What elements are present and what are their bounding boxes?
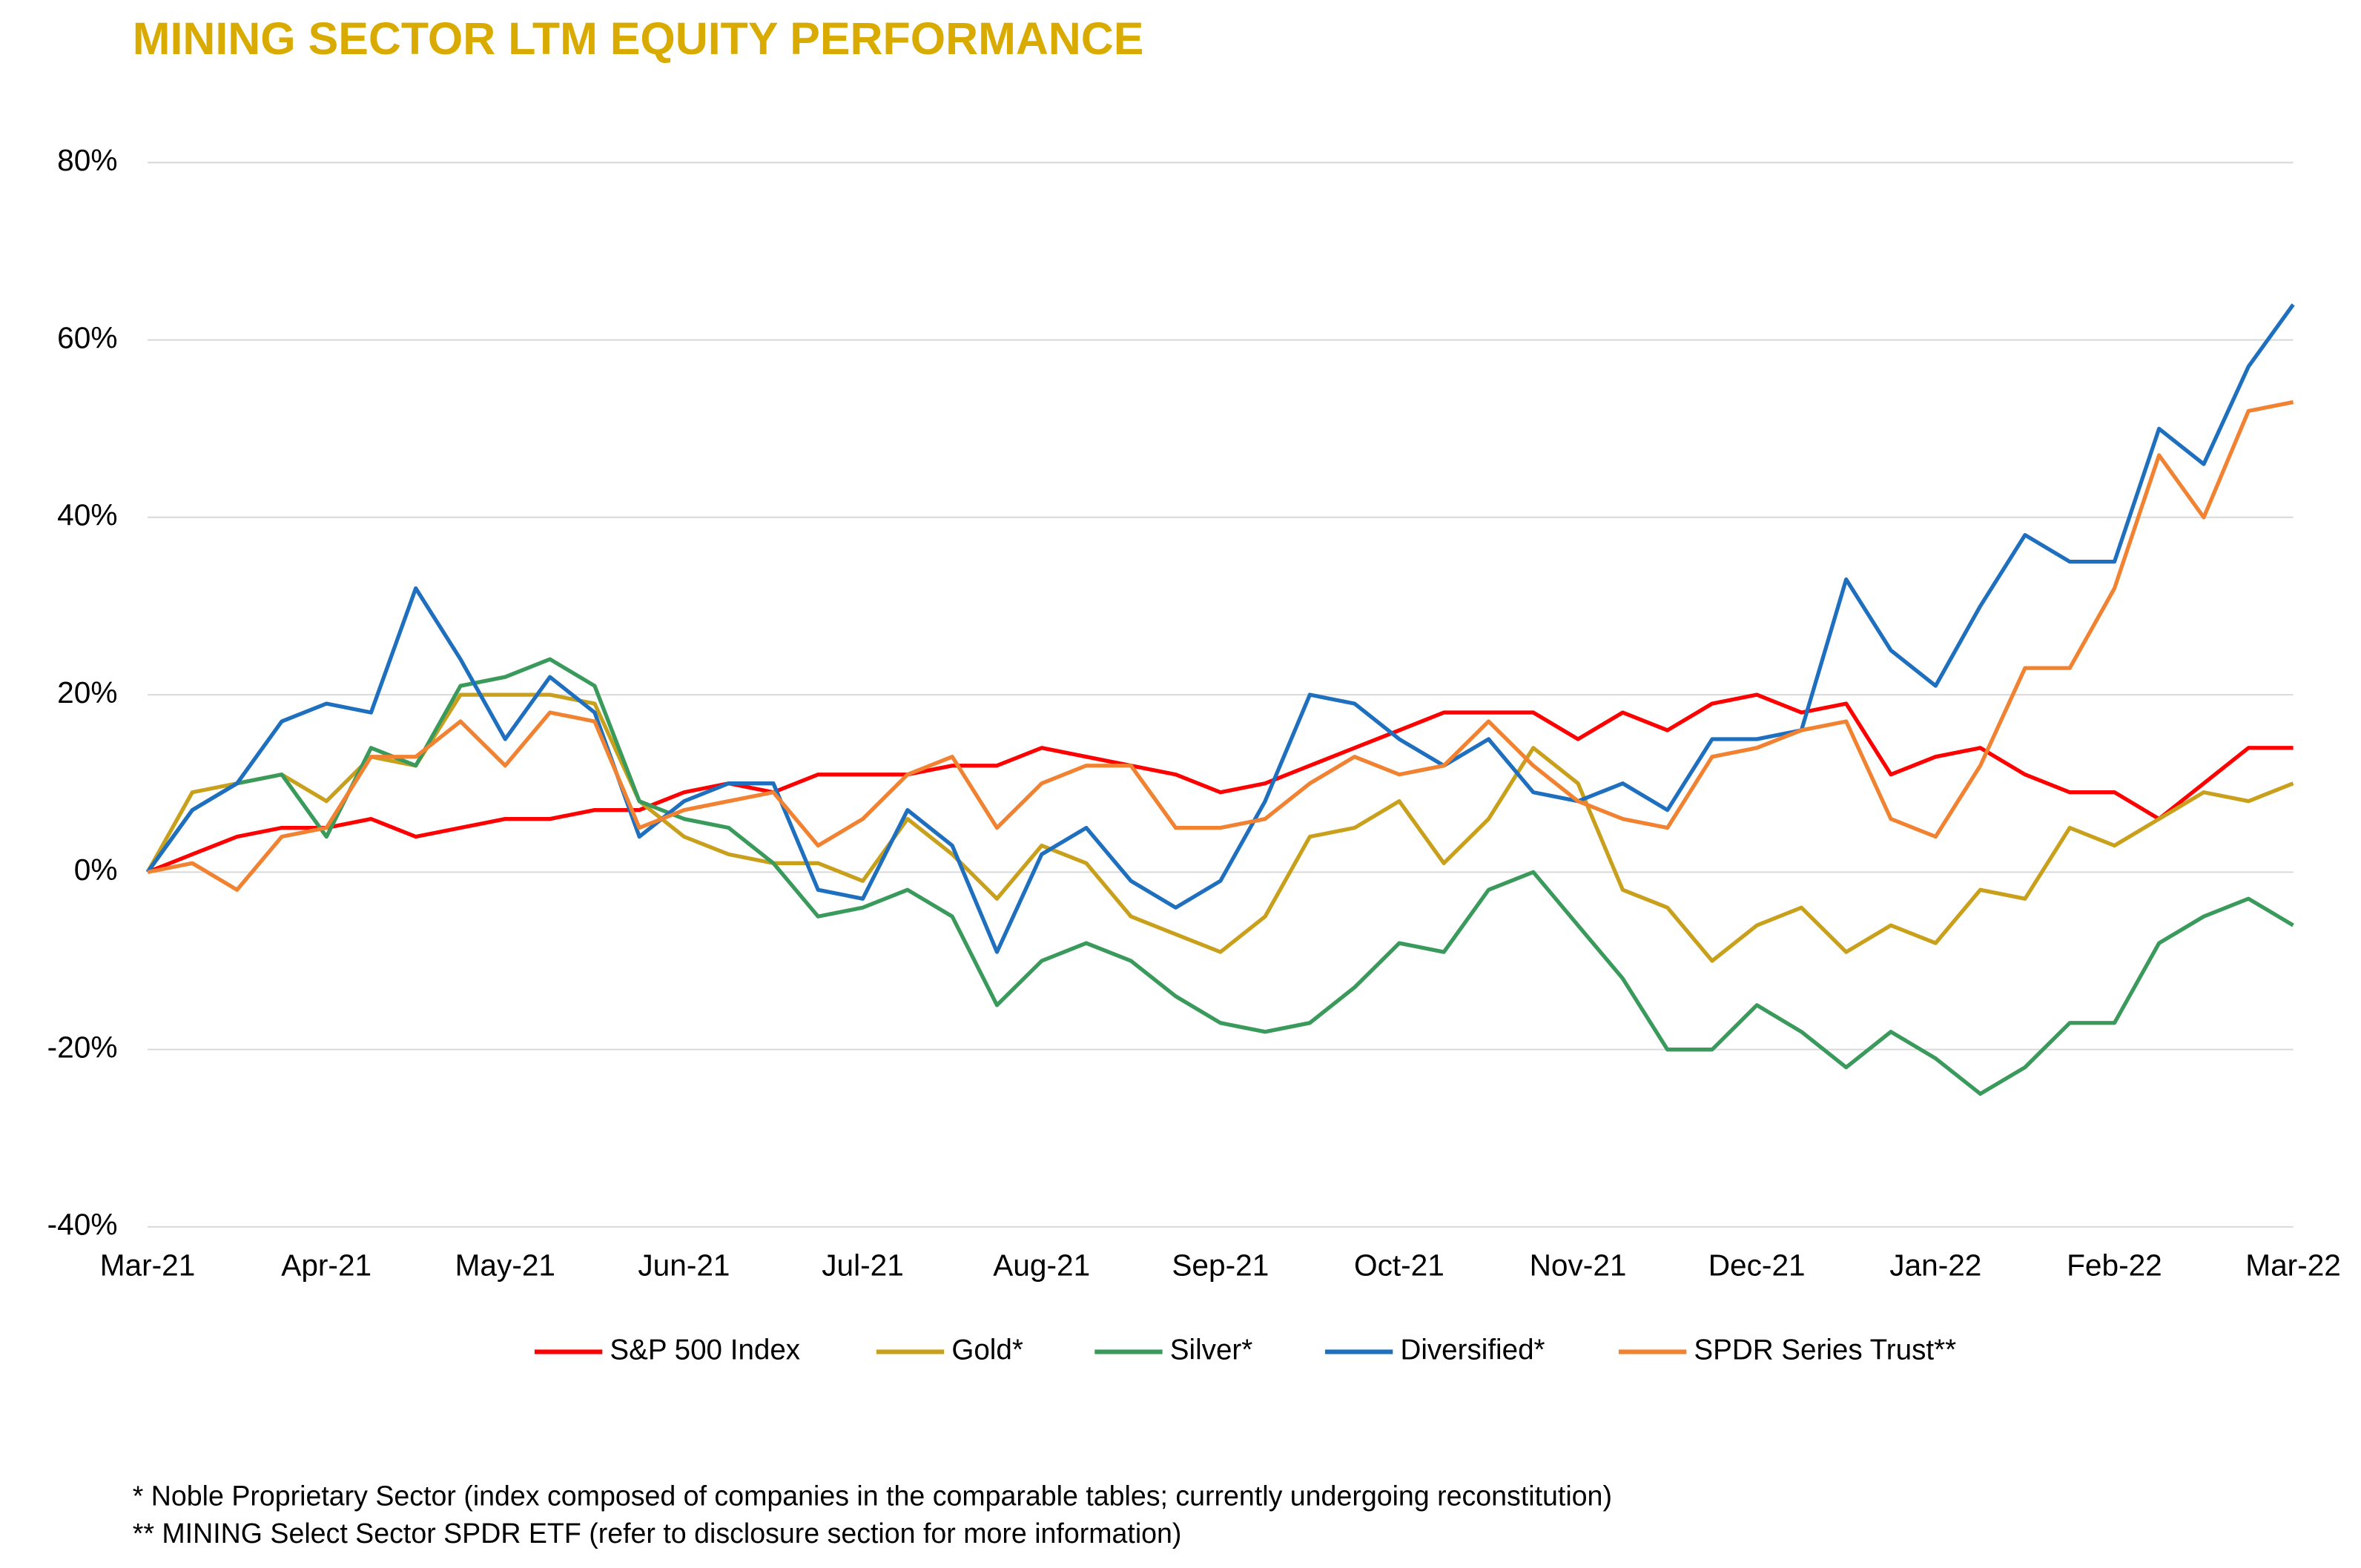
series-line [145,303,2295,954]
series-line [147,400,2294,892]
y-tick-label: 80% [57,143,117,177]
x-tick-label: Sep-21 [1172,1248,1269,1282]
legend-label: Diversified* [1400,1334,1545,1366]
x-tick-label: Mar-22 [2245,1248,2341,1282]
chart-title: MINING SECTOR LTM EQUITY PERFORMANCE [133,13,1144,64]
series-line [147,692,2294,874]
x-tick-label: May-21 [455,1248,555,1282]
x-tick-label: Jul-21 [822,1248,904,1282]
y-tick-label: 0% [74,853,118,887]
legend-label: Gold* [951,1334,1023,1366]
series-line [145,657,2294,1096]
y-tick-label: 60% [57,320,117,354]
x-tick-label: Dec-21 [1708,1248,1806,1282]
legend-label: SPDR Series Trust** [1694,1334,1956,1366]
y-tick-label: -20% [47,1030,118,1064]
x-tick-label: Aug-21 [993,1248,1090,1282]
x-tick-label: Mar-21 [100,1248,196,1282]
x-tick-label: Oct-21 [1354,1248,1444,1282]
footnote: ** MINING Select Sector SPDR ETF (refer … [133,1518,1182,1549]
legend-label: S&P 500 Index [610,1334,800,1366]
x-tick-label: Jan-22 [1889,1248,1981,1282]
x-tick-label: Jun-21 [638,1248,730,1282]
x-tick-label: Feb-22 [2067,1248,2162,1282]
series-line [145,692,2294,963]
x-tick-label: Apr-21 [281,1248,372,1282]
x-tick-label: Nov-21 [1530,1248,1627,1282]
y-tick-label: 20% [57,675,117,709]
y-tick-label: -40% [47,1208,118,1242]
footnote: * Noble Proprietary Sector (index compos… [133,1480,1612,1511]
legend-label: Silver* [1170,1334,1252,1366]
y-tick-label: 40% [57,498,117,532]
